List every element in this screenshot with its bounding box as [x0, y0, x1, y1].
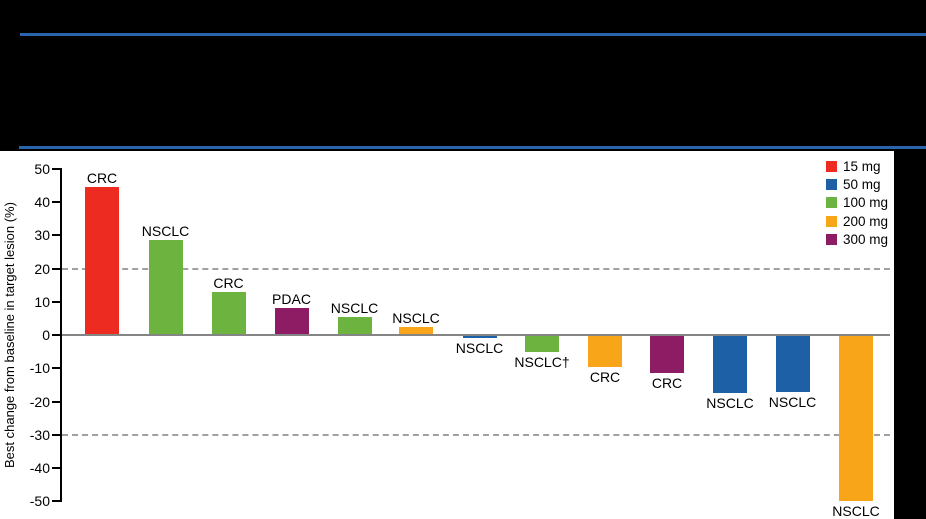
y-tick-label: 20	[34, 260, 50, 277]
bar	[399, 326, 433, 335]
y-tick	[52, 234, 60, 237]
bar-label: NSCLC	[832, 503, 880, 519]
plot-area: 50 40 30 20 10 0 -10 -20 -30 -40 -50 CRC NSCLC CRC PDA…	[0, 151, 894, 519]
bar	[588, 335, 622, 367]
legend-label: 15 mg	[843, 158, 881, 174]
bar-label: NSCLC	[330, 299, 379, 316]
bar	[274, 308, 309, 335]
y-tick-label: -50	[29, 493, 50, 510]
y-tick	[52, 400, 60, 403]
legend-item-4: 300 mg	[826, 231, 888, 249]
y-tick	[52, 167, 60, 170]
y-tick-label: 10	[34, 293, 50, 310]
y-tick-label: -30	[29, 426, 50, 443]
legend-label: 200 mg	[843, 213, 889, 229]
bar-label: NSCLC	[141, 223, 190, 240]
y-tick-label: 50	[34, 160, 50, 177]
legend-swatch	[826, 179, 837, 191]
y-tick-label: 40	[34, 194, 50, 210]
bar-label: NSCLC	[455, 340, 504, 357]
bar	[839, 335, 873, 502]
legend-item-2: 100 mg	[826, 194, 888, 212]
reference-line	[62, 267, 890, 270]
legend-swatch	[826, 215, 837, 227]
y-tick	[52, 467, 60, 469]
bar-label: CRC	[589, 368, 621, 385]
y-tick	[52, 433, 60, 436]
reference-line	[62, 433, 890, 436]
bar-label: NSCLC†	[514, 353, 570, 370]
y-tick	[52, 300, 60, 303]
y-axis-line	[60, 167, 62, 503]
y-tick	[52, 500, 60, 503]
bar	[713, 335, 747, 394]
bar-label: PDAC	[272, 291, 311, 308]
bar	[211, 291, 246, 335]
y-tick-label: -40	[29, 460, 50, 476]
y-tick	[52, 367, 60, 370]
legend-item-0: 15 mg	[826, 157, 888, 175]
bar-label: CRC	[86, 170, 118, 187]
header-rule-bottom	[19, 146, 926, 149]
bar-label: NSCLC	[392, 309, 440, 326]
y-tick	[52, 201, 60, 203]
legend-swatch	[826, 234, 837, 246]
bar	[85, 187, 119, 335]
legend-label: 300 mg	[843, 232, 889, 248]
chart-panel: Best change from baseline in target lesi…	[0, 151, 894, 519]
legend-item-1: 50 mg	[826, 175, 888, 193]
y-tick-label: -20	[29, 393, 50, 410]
bar-label: NSCLC	[768, 393, 817, 410]
zero-line	[62, 334, 890, 336]
legend-swatch	[826, 160, 837, 172]
legend-label: 50 mg	[843, 177, 881, 193]
header-rule-top	[20, 33, 926, 36]
legend-swatch	[826, 197, 837, 209]
bar	[148, 240, 183, 335]
bar	[775, 335, 810, 392]
bar	[462, 335, 497, 339]
bar	[650, 335, 684, 374]
y-tick-label: -10	[29, 360, 50, 377]
bar	[337, 316, 372, 335]
bar-label: CRC	[651, 375, 683, 392]
legend: 15 mg 50 mg 100 mg 200 mg 300 mg	[826, 157, 888, 249]
legend-label: 100 mg	[843, 195, 889, 211]
y-tick-label: 30	[34, 227, 50, 244]
bar	[525, 335, 559, 352]
bar-label: NSCLC	[706, 395, 754, 412]
y-tick	[52, 267, 60, 270]
y-tick	[52, 334, 60, 336]
legend-item-3: 200 mg	[826, 212, 888, 230]
y-tick-label: 0	[42, 327, 50, 343]
bar-label: CRC	[213, 274, 244, 291]
